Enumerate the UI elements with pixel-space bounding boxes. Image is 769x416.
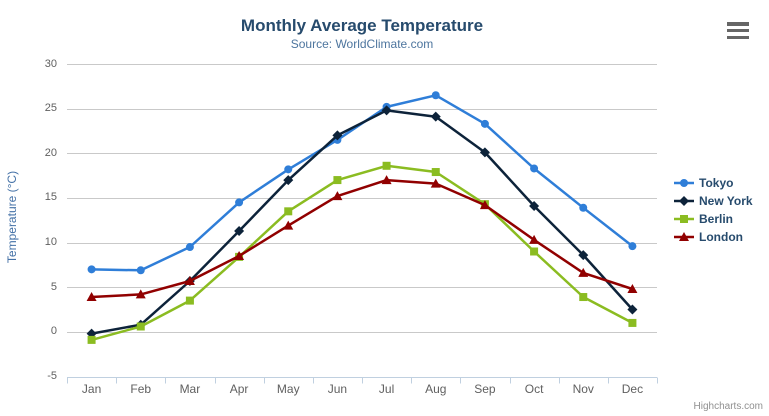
x-axis-label: Feb [130, 382, 152, 396]
y-axis-label: 20 [44, 146, 57, 159]
data-point[interactable] [284, 165, 293, 174]
legend-label: London [699, 230, 743, 244]
legend-item-new-york[interactable]: New York [674, 192, 753, 210]
chart-title: Monthly Average Temperature [240, 16, 484, 35]
y-axis-label: 25 [44, 102, 57, 115]
y-axis-label: 0 [50, 325, 57, 338]
data-point[interactable] [235, 198, 244, 207]
data-point[interactable] [578, 250, 589, 261]
data-point[interactable] [283, 220, 294, 230]
legend-label: New York [699, 194, 753, 208]
y-axis-label: 30 [44, 57, 57, 70]
data-point[interactable] [530, 164, 539, 173]
x-axis-label: May [276, 382, 300, 396]
x-axis-label: Apr [229, 382, 249, 396]
data-point[interactable] [431, 91, 440, 100]
data-point[interactable] [529, 200, 540, 211]
legend: Tokyo New York Berlin London [674, 174, 753, 246]
data-point[interactable] [579, 293, 588, 302]
legend-label: Berlin [699, 212, 734, 226]
data-point[interactable] [382, 161, 391, 170]
data-point[interactable] [628, 242, 637, 251]
data-point[interactable] [86, 292, 97, 302]
y-axis-label: 10 [44, 236, 57, 249]
data-point[interactable] [234, 250, 245, 260]
legend-item-london[interactable]: London [674, 228, 753, 246]
x-axis-label: Jan [81, 382, 102, 396]
data-point[interactable] [381, 175, 392, 185]
series-line-london [90, 178, 634, 299]
data-point[interactable] [430, 111, 441, 122]
data-point[interactable] [479, 200, 490, 210]
data-point[interactable] [87, 335, 96, 344]
data-point[interactable] [234, 225, 245, 236]
x-axis-label: Dec [621, 382, 644, 396]
data-point[interactable] [627, 304, 638, 315]
data-point[interactable] [431, 168, 440, 177]
credits-link[interactable]: Highcharts.com [693, 401, 763, 412]
diamond-icon [674, 196, 694, 206]
data-point[interactable] [430, 178, 441, 188]
data-point[interactable] [135, 289, 146, 299]
data-point[interactable] [283, 175, 294, 186]
data-point[interactable] [579, 203, 588, 212]
data-point[interactable] [136, 266, 145, 275]
x-axis-label: Jun [327, 382, 348, 396]
data-point[interactable] [529, 234, 540, 244]
data-point[interactable] [578, 267, 589, 277]
x-axis-label: Nov [572, 382, 594, 396]
legend-label: Tokyo [699, 176, 734, 190]
context-menu-button[interactable] [727, 22, 749, 39]
series-line-berlin [90, 164, 634, 342]
data-point[interactable] [333, 176, 342, 185]
x-axis-label: Oct [524, 382, 544, 396]
data-point[interactable] [184, 275, 195, 285]
data-point[interactable] [628, 318, 637, 327]
data-point[interactable] [332, 191, 343, 201]
x-axis-label: Aug [425, 382, 447, 396]
data-point[interactable] [480, 119, 489, 128]
hamburger-icon [727, 28, 749, 33]
data-point[interactable] [136, 322, 145, 331]
legend-item-berlin[interactable]: Berlin [674, 210, 753, 228]
data-point[interactable] [185, 296, 194, 305]
triangle-icon [674, 232, 694, 241]
legend-item-tokyo[interactable]: Tokyo [674, 174, 753, 192]
chart-subtitle: Source: WorldClimate.com [290, 37, 434, 51]
data-point[interactable] [87, 265, 96, 274]
y-axis-label: -5 [47, 370, 57, 382]
y-axis-label: 5 [50, 280, 57, 293]
data-point[interactable] [627, 284, 638, 293]
square-icon [674, 215, 694, 223]
y-axis-label: 15 [44, 191, 57, 204]
data-point[interactable] [185, 243, 194, 252]
hamburger-icon [727, 35, 749, 39]
series-line-new-york [90, 109, 634, 335]
x-axis-label: Sep [474, 382, 496, 396]
circle-icon [674, 179, 694, 187]
data-point[interactable] [530, 247, 539, 256]
data-point[interactable] [284, 207, 293, 216]
data-point[interactable] [332, 130, 343, 141]
x-axis-label: Mar [179, 382, 201, 396]
x-axis-label: Jul [378, 382, 395, 396]
data-point[interactable] [479, 147, 490, 158]
hamburger-icon [727, 22, 749, 26]
data-point[interactable] [381, 105, 392, 116]
